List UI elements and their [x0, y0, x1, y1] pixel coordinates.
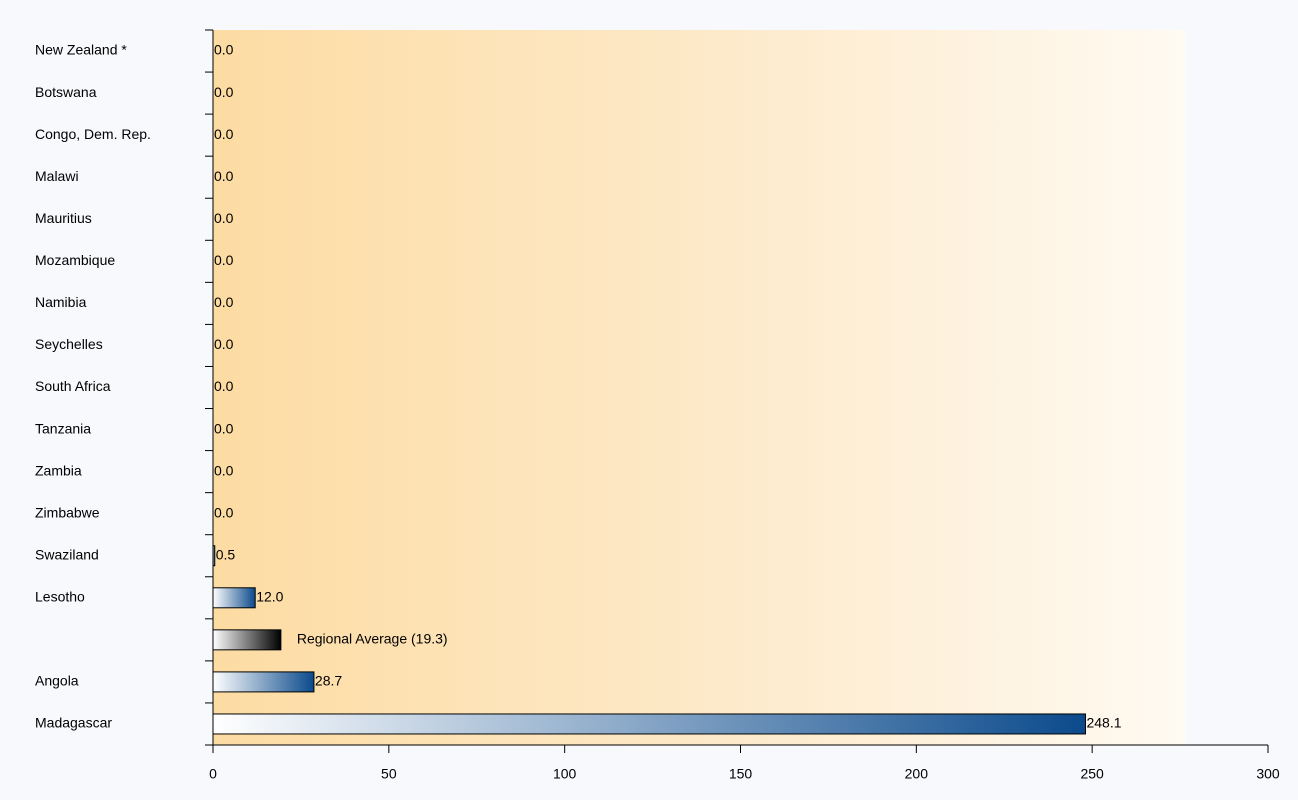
- value-label: 0.0: [214, 168, 234, 184]
- category-label: Tanzania: [35, 420, 91, 436]
- category-label: Seychelles: [35, 336, 103, 352]
- value-label: Regional Average (19.3): [297, 631, 448, 647]
- bar: [212, 629, 282, 651]
- category-label: South Africa: [35, 378, 111, 394]
- category-label: Zimbabwe: [35, 504, 100, 520]
- x-tick-label: 100: [553, 766, 577, 782]
- x-tick-label: 150: [729, 766, 753, 782]
- value-label: 0.5: [216, 546, 236, 562]
- value-label: 0.0: [214, 378, 234, 394]
- value-label: 0.0: [214, 42, 234, 58]
- value-label: 0.0: [214, 210, 234, 226]
- x-tick-label: 250: [1080, 766, 1104, 782]
- category-label: Congo, Dem. Rep.: [35, 126, 151, 142]
- x-tick-label: 50: [381, 766, 397, 782]
- value-label: 28.7: [315, 673, 342, 689]
- category-label: Namibia: [35, 294, 87, 310]
- x-tick-label: 200: [905, 766, 929, 782]
- value-label: 0.0: [214, 252, 234, 268]
- category-label: Zambia: [35, 462, 82, 478]
- value-label: 12.0: [256, 588, 283, 604]
- bar: [212, 545, 216, 567]
- x-tick-label: 0: [209, 766, 217, 782]
- category-label: New Zealand *: [35, 42, 127, 58]
- category-label: Lesotho: [35, 588, 85, 604]
- value-label: 248.1: [1086, 715, 1121, 731]
- value-label: 0.0: [214, 504, 234, 520]
- value-label: 0.0: [214, 420, 234, 436]
- category-label: Mauritius: [35, 210, 92, 226]
- category-label: Madagascar: [35, 715, 112, 731]
- category-label: Mozambique: [35, 252, 115, 268]
- value-label: 0.0: [214, 294, 234, 310]
- bar: [212, 671, 315, 693]
- x-tick-label: 300: [1256, 766, 1280, 782]
- value-label: 0.0: [214, 336, 234, 352]
- value-label: 0.0: [214, 84, 234, 100]
- value-label: 0.0: [214, 126, 234, 142]
- plot-background: [213, 30, 1185, 745]
- bar: [212, 713, 1086, 735]
- category-label: Malawi: [35, 168, 79, 184]
- category-label: Angola: [35, 673, 79, 689]
- category-label: Botswana: [35, 84, 97, 100]
- value-label: 0.0: [214, 462, 234, 478]
- category-label: Swaziland: [35, 546, 99, 562]
- bar: [212, 587, 256, 609]
